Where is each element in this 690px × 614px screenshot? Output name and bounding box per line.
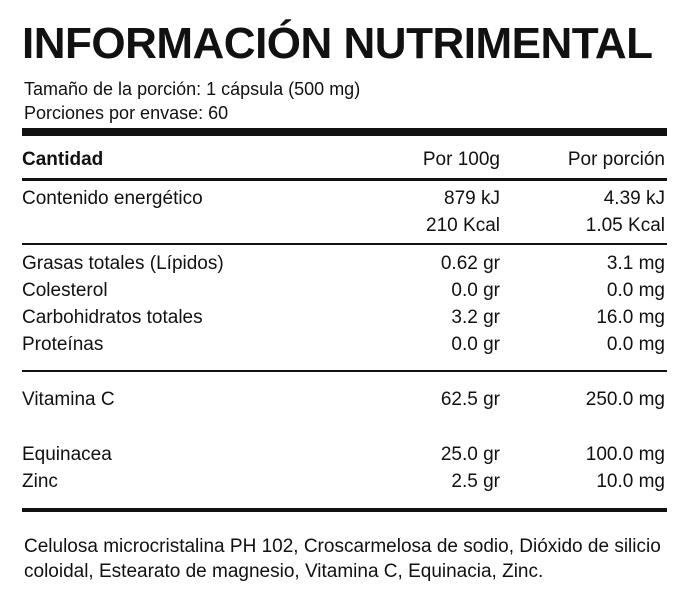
table-row: Grasas totales (Lípidos) 0.62 gr 3.1 mg <box>22 252 665 276</box>
thick-divider <box>22 508 667 512</box>
row-per-100g: 25.0 gr <box>440 444 500 465</box>
row-per-serving: 100.0 mg <box>585 444 665 465</box>
row-per-100g: 0.62 gr <box>440 253 500 274</box>
divider <box>22 370 667 372</box>
row-per-serving: 250.0 mg <box>585 389 665 410</box>
row-label: Carbohidratos totales <box>22 307 203 328</box>
table-header: Cantidad Por 100g Por porción <box>22 148 665 172</box>
row-label: Grasas totales (Lípidos) <box>22 253 224 274</box>
ingredients-text: Celulosa microcristalina PH 102, Croscar… <box>24 536 661 582</box>
table-row: Contenido energético 879 kJ 4.39 kJ <box>22 187 665 211</box>
row-per-100g: 2.5 gr <box>451 471 500 492</box>
row-per-serving: 4.39 kJ <box>603 188 665 209</box>
row-per-100g: 879 kJ <box>444 188 500 209</box>
divider <box>22 243 667 245</box>
table-row: 210 Kcal 1.05 Kcal <box>22 214 665 238</box>
row-label: Proteínas <box>22 334 104 355</box>
row-label: Vitamina C <box>22 389 115 410</box>
table-row: Proteínas 0.0 gr 0.0 mg <box>22 333 665 357</box>
row-per-serving: 16.0 mg <box>596 307 665 328</box>
row-label: Colesterol <box>22 280 108 301</box>
divider <box>22 178 667 181</box>
row-per-100g: 0.0 gr <box>451 334 500 355</box>
table-row: Zinc 2.5 gr 10.0 mg <box>22 470 665 494</box>
row-per-serving: 0.0 mg <box>606 280 665 301</box>
row-label: Zinc <box>22 471 58 492</box>
row-per-100g: 62.5 gr <box>440 389 500 410</box>
row-per-serving: 10.0 mg <box>596 471 665 492</box>
table-row: Equinacea 25.0 gr 100.0 mg <box>22 443 665 467</box>
table-row: Colesterol 0.0 gr 0.0 mg <box>22 279 665 303</box>
serving-size: Tamaño de la porción: 1 cápsula (500 mg) <box>24 79 361 99</box>
row-per-serving: 0.0 mg <box>606 334 665 355</box>
row-per-serving: 3.1 mg <box>606 253 665 274</box>
servings-per-container: Porciones por envase: 60 <box>24 103 229 123</box>
row-per-100g: 3.2 gr <box>451 307 500 328</box>
thick-divider <box>22 128 667 136</box>
row-per-serving: 1.05 Kcal <box>585 215 665 236</box>
header-per-100g: Por 100g <box>422 149 500 170</box>
header-per-serving: Por porción <box>567 149 665 170</box>
row-label: Equinacea <box>22 444 112 465</box>
header-label: Cantidad <box>22 149 104 170</box>
row-per-100g: 0.0 gr <box>451 280 500 301</box>
table-row: Vitamina C 62.5 gr 250.0 mg <box>22 388 665 412</box>
nutrition-title: INFORMACIÓN NUTRIMENTAL <box>22 19 653 68</box>
table-row: Carbohidratos totales 3.2 gr 16.0 mg <box>22 306 665 330</box>
row-per-100g: 210 Kcal <box>426 215 500 236</box>
row-label: Contenido energético <box>22 188 203 209</box>
